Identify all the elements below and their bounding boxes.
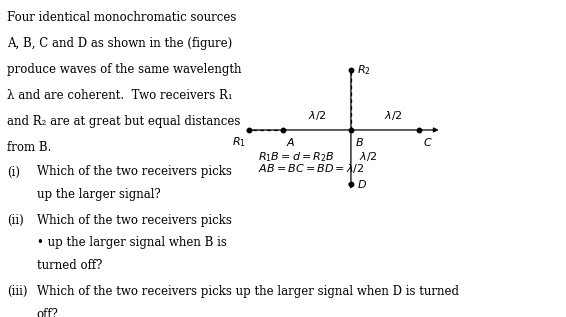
Text: off?: off? <box>37 307 59 317</box>
Text: Which of the two receivers picks: Which of the two receivers picks <box>37 165 231 178</box>
Text: • up the larger signal when B is: • up the larger signal when B is <box>37 236 226 249</box>
Text: up the larger signal?: up the larger signal? <box>37 188 161 201</box>
Text: $AB = BC = BD = \lambda/2$: $AB = BC = BD = \lambda/2$ <box>258 162 364 175</box>
Text: $C$: $C$ <box>423 136 432 148</box>
Text: Four identical monochromatic sources: Four identical monochromatic sources <box>7 11 236 24</box>
Text: $B$: $B$ <box>355 136 364 148</box>
Text: (iii): (iii) <box>7 285 27 298</box>
Text: $R_1B = d = R_2B$: $R_1B = d = R_2B$ <box>258 151 335 165</box>
Text: λ and are coherent.  Two receivers R₁: λ and are coherent. Two receivers R₁ <box>7 89 233 102</box>
Text: and R₂ are at great but equal distances: and R₂ are at great but equal distances <box>7 115 240 128</box>
Text: $D$: $D$ <box>357 178 367 190</box>
Text: (i): (i) <box>7 165 20 178</box>
Text: $\lambda/2$: $\lambda/2$ <box>384 109 402 122</box>
Text: $A$: $A$ <box>286 136 295 148</box>
Text: produce waves of the same wavelength: produce waves of the same wavelength <box>7 63 241 76</box>
Text: Which of the two receivers picks up the larger signal when D is turned: Which of the two receivers picks up the … <box>37 285 459 298</box>
Text: $R_2$: $R_2$ <box>357 63 371 77</box>
Text: A, B, C and D as shown in the (figure): A, B, C and D as shown in the (figure) <box>7 37 232 50</box>
Text: $\lambda/2$: $\lambda/2$ <box>359 150 378 164</box>
Text: from B.: from B. <box>7 141 51 154</box>
Text: Which of the two receivers picks: Which of the two receivers picks <box>37 214 231 227</box>
Text: $\lambda/2$: $\lambda/2$ <box>308 109 326 122</box>
Text: $R_1$: $R_1$ <box>232 136 246 150</box>
Text: (ii): (ii) <box>7 214 24 227</box>
Text: turned off?: turned off? <box>37 259 102 272</box>
